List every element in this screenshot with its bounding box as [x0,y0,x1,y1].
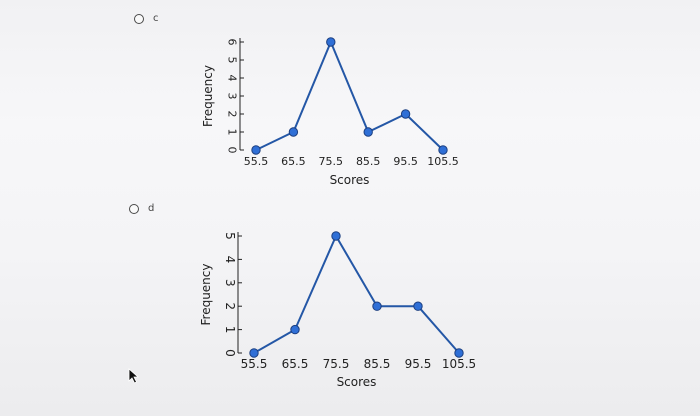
option-d-label: d [148,203,155,214]
y-tick-label: 4 [223,256,237,264]
radio-button-c[interactable] [134,13,144,24]
y-tick-label: 4 [226,75,239,82]
radio-button-d[interactable] [129,203,139,214]
y-axis-label: Frequency [201,65,215,127]
option-d[interactable]: d [129,203,154,214]
x-tick-label: 95.5 [393,155,418,168]
x-tick-label: 65.5 [282,357,309,371]
x-tick-label: 55.5 [241,357,268,371]
y-tick-label: 1 [223,326,237,334]
x-tick-label: 95.5 [405,357,432,371]
data-point [331,231,341,241]
x-tick-label: 105.5 [442,357,476,371]
x-tick-label: 75.5 [319,155,344,168]
y-tick-label: 6 [226,39,239,46]
data-point [372,301,382,311]
data-point [290,324,300,335]
frequency-polygon-chart-d: 0 1 2 3 4 5 55.5 65.5 75.5 85.5 95.5 105.5 Frequency… [199,231,476,389]
x-tick-label: 105.5 [427,155,459,168]
option-c[interactable]: c [134,13,159,24]
y-tick-label: 2 [226,111,239,118]
x-axis-label: Scores [330,173,370,187]
x-tick-label: 75.5 [323,357,350,371]
data-point [326,37,336,47]
data-point [251,145,261,155]
x-tick-label: 85.5 [364,357,391,371]
mouse-pointer-icon [128,368,140,384]
x-axis-label: Scores [337,375,377,389]
option-c-label: c [153,13,159,24]
data-point [249,348,259,358]
series-line [255,41,444,151]
y-tick-label: 0 [226,147,239,154]
data-point [288,127,299,137]
y-tick-label: 5 [223,232,237,240]
x-tick-label: 55.5 [244,155,269,168]
y-tick-label: 3 [226,93,239,100]
data-point [400,109,411,119]
x-tick-label: 65.5 [281,155,306,168]
y-tick-label: 5 [226,57,239,64]
y-tick-label: 0 [223,349,237,357]
data-point [413,301,423,311]
data-point [438,145,448,155]
series-line [253,235,460,354]
y-axis-label: Frequency [199,264,213,326]
y-tick-label: 2 [223,302,237,310]
data-point [454,348,464,358]
data-point [363,127,373,137]
y-tick-label: 1 [226,129,239,136]
frequency-polygon-chart-c: 0 1 2 3 4 5 6 55.5 65.5 75.5 85.5 95.5 105.5 Frequenc… [201,37,459,187]
y-tick-label: 3 [223,279,237,287]
x-tick-label: 85.5 [356,155,381,168]
